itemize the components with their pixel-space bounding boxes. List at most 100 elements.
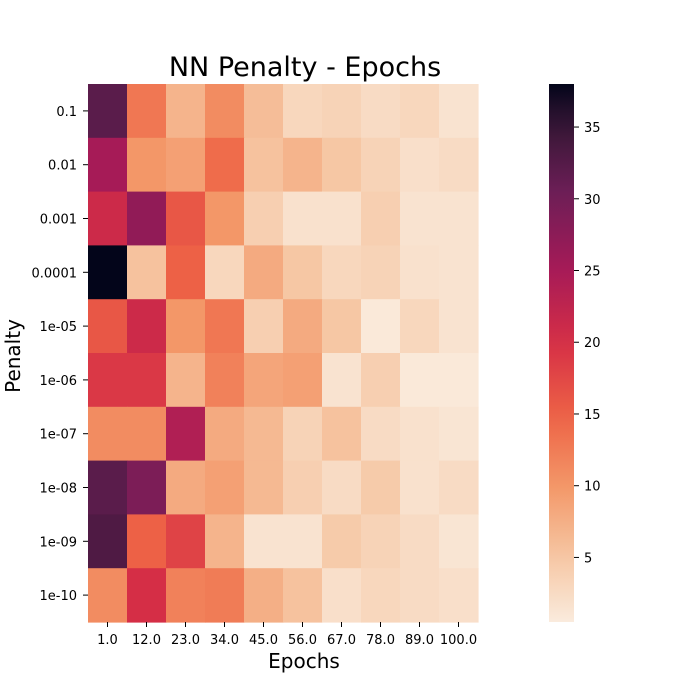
heatmap-cell-r1-c3 (205, 137, 245, 193)
heatmap-cell-r2-c2 (166, 191, 206, 246)
heatmap-cell-r1-c1 (127, 137, 167, 193)
y-tick-label: 1e-07 (39, 428, 77, 443)
colorbar-tick-label: 35 (584, 121, 601, 136)
heatmap-cell-r1-c8 (400, 137, 440, 193)
heatmap-cell-r3-c5 (283, 245, 323, 300)
heatmap-cell-r6-c6 (322, 406, 362, 462)
heatmap-cell-r9-c0 (88, 568, 128, 623)
heatmap-cell-r6-c9 (439, 406, 479, 462)
heatmap-cell-r1-c2 (166, 137, 206, 193)
heatmap-cell-r8-c2 (166, 514, 206, 569)
heatmap-cell-r2-c3 (205, 191, 245, 246)
heatmap-cell-r5-c8 (400, 353, 440, 408)
heatmap-cell-r0-c9 (439, 84, 479, 139)
heatmap-cell-r7-c7 (361, 460, 401, 515)
heatmap-cell-r5-c6 (322, 353, 362, 408)
heatmap-cell-r7-c5 (283, 460, 323, 515)
y-tick-label: 0.01 (48, 159, 77, 174)
heatmap-cell-r5-c1 (127, 353, 167, 408)
heatmap-cell-r4-c1 (127, 299, 167, 354)
y-tick-label: 0.0001 (32, 266, 78, 281)
y-tick-label: 1e-08 (39, 482, 77, 497)
heatmap-cell-r6-c2 (166, 406, 206, 462)
heatmap-cell-r8-c4 (244, 514, 284, 569)
heatmap-cell-r1-c7 (361, 137, 401, 193)
heatmap-cell-r4-c7 (361, 299, 401, 354)
x-tick-label: 100.0 (440, 633, 477, 648)
y-tick-label: 1e-06 (39, 374, 77, 389)
heatmap-cell-r6-c5 (283, 406, 323, 462)
y-axis-ticks: 0.1 0.01 0.001 0.0001 1e-05 1e-06 1e-07 1e-08 1e… (32, 105, 88, 604)
heatmap-cell-r1-c9 (439, 137, 479, 193)
colorbar-ticks: 5 10 15 20 25 30 35 (574, 121, 601, 566)
heatmap-cell-r8-c0 (88, 514, 128, 569)
heatmap-cell-r7-c2 (166, 460, 206, 515)
y-tick-label: 0.001 (40, 213, 77, 228)
heatmap-cell-r8-c5 (283, 514, 323, 569)
colorbar-tick-label: 15 (584, 408, 601, 423)
heatmap-cell-r3-c9 (439, 245, 479, 300)
heatmap-cell-r0-c7 (361, 84, 401, 139)
colorbar-tick-label: 25 (584, 265, 601, 280)
heatmap-cell-r6-c3 (205, 406, 245, 462)
heatmap-cell-r6-c1 (127, 406, 167, 462)
heatmap-cell-r9-c9 (439, 568, 479, 623)
x-axis-label: Epochs (268, 649, 340, 673)
heatmap-cell-r9-c1 (127, 568, 167, 623)
heatmap-cell-r0-c0 (88, 84, 128, 139)
heatmap-cell-r5-c7 (361, 353, 401, 408)
x-tick-label: 89.0 (405, 633, 434, 648)
heatmap-cell-r2-c1 (127, 191, 167, 246)
y-tick-label: 0.1 (56, 105, 77, 120)
heatmap-cell-r5-c0 (88, 353, 128, 408)
heatmap-cell-r7-c6 (322, 460, 362, 515)
heatmap-cell-r9-c8 (400, 568, 440, 623)
y-tick-label: 1e-05 (39, 320, 77, 335)
heatmap-cell-r9-c4 (244, 568, 284, 623)
heatmap-cell-r5-c5 (283, 353, 323, 408)
x-tick-label: 78.0 (366, 633, 395, 648)
heatmap-cell-r7-c0 (88, 460, 128, 515)
heatmap-cell-r7-c1 (127, 460, 167, 515)
heatmap-cell-r9-c7 (361, 568, 401, 623)
heatmap-cell-r3-c0 (88, 245, 128, 300)
x-tick-label: 34.0 (210, 633, 239, 648)
heatmap-cell-r3-c8 (400, 245, 440, 300)
heatmap-cell-r3-c3 (205, 245, 245, 300)
heatmap-cell-r0-c5 (283, 84, 323, 139)
heatmap-cell-r9-c5 (283, 568, 323, 623)
heatmap-cell-r6-c4 (244, 406, 284, 462)
x-tick-label: 67.0 (327, 633, 356, 648)
x-tick-label: 56.0 (288, 633, 317, 648)
heatmap-cell-r4-c2 (166, 299, 206, 354)
heatmap-cell-r6-c7 (361, 406, 401, 462)
heatmap-cell-r4-c0 (88, 299, 128, 354)
heatmap-cell-r1-c4 (244, 137, 284, 193)
heatmap-cell-r0-c4 (244, 84, 284, 139)
heatmap-cell-r4-c9 (439, 299, 479, 354)
heatmap-cell-r7-c9 (439, 460, 479, 515)
x-axis-ticks: 1.0 12.0 23.0 34.0 45.0 56.0 67.0 78.0 89.0 100.0 (97, 622, 477, 648)
colorbar-tick-label: 5 (584, 551, 592, 566)
x-tick-label: 12.0 (132, 633, 161, 648)
heatmap-cell-r2-c6 (322, 191, 362, 246)
heatmap-cell-r3-c2 (166, 245, 206, 300)
heatmap-cells (88, 84, 479, 623)
heatmap-cell-r2-c4 (244, 191, 284, 246)
heatmap-cell-r2-c5 (283, 191, 323, 246)
heatmap-cell-r3-c7 (361, 245, 401, 300)
heatmap-cell-r3-c4 (244, 245, 284, 300)
heatmap-cell-r9-c2 (166, 568, 206, 623)
heatmap-cell-r9-c6 (322, 568, 362, 623)
y-tick-label: 1e-09 (39, 535, 77, 550)
x-tick-label: 45.0 (249, 633, 278, 648)
heatmap-cell-r8-c7 (361, 514, 401, 569)
colorbar-tick-label: 10 (584, 480, 601, 495)
heatmap-cell-r6-c8 (400, 406, 440, 462)
heatmap-cell-r0-c1 (127, 84, 167, 139)
chart-title: NN Penalty - Epochs (169, 52, 441, 83)
y-tick-label: 1e-10 (39, 589, 77, 604)
heatmap-cell-r4-c4 (244, 299, 284, 354)
heatmap-cell-r4-c3 (205, 299, 245, 354)
